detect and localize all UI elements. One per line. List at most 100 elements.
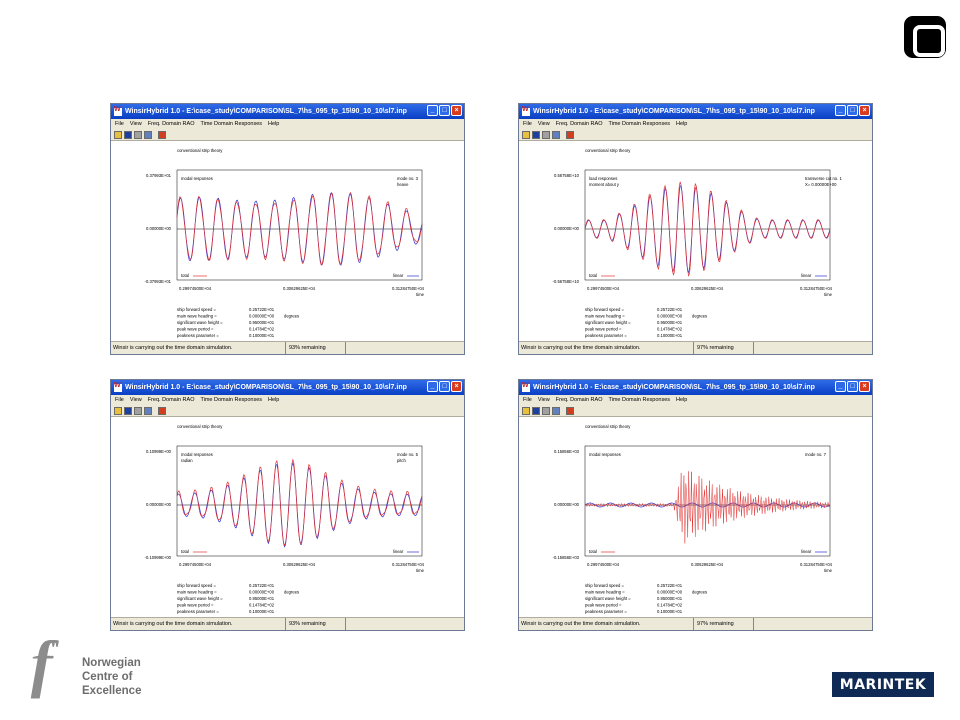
open-icon[interactable] [114, 406, 122, 415]
title-bar[interactable]: WinsirHybrid 1.0 - E:\case_study\COMPARI… [111, 104, 464, 119]
print-icon[interactable] [134, 406, 142, 415]
plot-subheading: moment about y [589, 182, 620, 187]
plot-subheading: radian [181, 458, 193, 463]
param-label-0: ship forward speed = [177, 307, 217, 312]
open-icon[interactable] [114, 130, 122, 139]
mode-label: mode no. 7 [805, 452, 827, 457]
menu-item-1[interactable]: View [537, 397, 550, 403]
series-total [584, 181, 831, 277]
menu-item-0[interactable]: File [523, 121, 532, 127]
toolbar [519, 129, 872, 141]
param-label-1: main wave heading = [177, 590, 217, 595]
mode-label: mode no. 5 [397, 452, 419, 457]
open-icon[interactable] [522, 130, 530, 139]
menu-item-2[interactable]: Freq. Domain RAO [555, 121, 603, 127]
menu-item-1[interactable]: View [129, 121, 142, 127]
x-tick-1: 0.29974500E+04 [587, 562, 620, 567]
menu-item-3[interactable]: Time Domain Responses [608, 397, 671, 403]
app-window-3[interactable]: WinsirHybrid 1.0 - E:\case_study\COMPARI… [110, 379, 465, 631]
print-icon[interactable] [542, 406, 550, 415]
export-icon[interactable] [158, 406, 166, 415]
menu-item-4[interactable]: Help [268, 397, 280, 403]
menu-item-2[interactable]: Freq. Domain RAO [147, 121, 195, 127]
minimize-icon[interactable]: _ [427, 381, 438, 392]
nce-line-1: Norwegian [82, 657, 141, 669]
save-icon[interactable] [532, 130, 540, 139]
param-unit-1: degrees [692, 314, 707, 319]
app-window-4[interactable]: WinsirHybrid 1.0 - E:\case_study\COMPARI… [518, 379, 873, 631]
param-value-4: 0.10000E+01 [657, 609, 683, 614]
menu-item-0[interactable]: File [523, 397, 532, 403]
print-icon[interactable] [542, 130, 550, 139]
menu-item-3[interactable]: Time Domain Responses [608, 121, 671, 127]
app-window-2[interactable]: WinsirHybrid 1.0 - E:\case_study\COMPARI… [518, 103, 873, 355]
legend-linear: linear [393, 549, 404, 554]
menu-item-2[interactable]: Freq. Domain RAO [555, 397, 603, 403]
title-bar[interactable]: WinsirHybrid 1.0 - E:\case_study\COMPARI… [111, 380, 464, 395]
x-tick-1: 0.29974500E+04 [587, 286, 620, 291]
menu-item-4[interactable]: Help [268, 121, 280, 127]
x-tick-1: 0.29974500E+04 [179, 562, 212, 567]
save-icon[interactable] [124, 406, 132, 415]
export-icon[interactable] [566, 406, 574, 415]
plot-theory: conventional strip theory [177, 148, 223, 153]
param-value-3: 0.14784E+02 [657, 603, 683, 608]
status-bar: Winsir is carrying out the time domain s… [519, 617, 872, 630]
x-tick-3: 0.31284750E+04 [392, 562, 425, 567]
menu-item-4[interactable]: Help [676, 121, 688, 127]
maximize-icon[interactable]: □ [439, 105, 450, 116]
menu-item-3[interactable]: Time Domain Responses [200, 121, 263, 127]
series-total [176, 191, 423, 266]
save-icon[interactable] [532, 406, 540, 415]
copy-icon[interactable] [144, 406, 152, 415]
menu-item-0[interactable]: File [115, 121, 124, 127]
menu-item-1[interactable]: View [537, 121, 550, 127]
legend-linear: linear [801, 273, 812, 278]
plot-theory: conventional strip theory [585, 424, 631, 429]
maximize-icon[interactable]: □ [439, 381, 450, 392]
print-icon[interactable] [134, 130, 142, 139]
maximize-icon[interactable]: □ [847, 381, 858, 392]
close-icon[interactable]: × [859, 381, 870, 392]
y-tick-bottom: -0.56758E+10 [553, 279, 580, 284]
title-bar[interactable]: WinsirHybrid 1.0 - E:\case_study\COMPARI… [519, 104, 872, 119]
app-icon [114, 382, 122, 392]
close-icon[interactable]: × [859, 105, 870, 116]
minimize-icon[interactable]: _ [427, 105, 438, 116]
close-icon[interactable]: × [451, 381, 462, 392]
menu-item-4[interactable]: Help [676, 397, 688, 403]
menu-item-1[interactable]: View [129, 397, 142, 403]
maximize-icon[interactable]: □ [847, 105, 858, 116]
y-tick-bottom: -0.15856E+03 [553, 555, 580, 560]
export-icon[interactable] [158, 130, 166, 139]
save-icon[interactable] [124, 130, 132, 139]
minimize-icon[interactable]: _ [835, 105, 846, 116]
x-axis-label: time [416, 568, 425, 573]
minimize-icon[interactable]: _ [835, 381, 846, 392]
param-value-0: 0.25722E+01 [657, 583, 683, 588]
x-tick-2: 0.30629625E+04 [283, 286, 316, 291]
copy-icon[interactable] [552, 130, 560, 139]
param-label-1: main wave heading = [177, 314, 217, 319]
param-value-3: 0.14784E+02 [249, 603, 275, 608]
param-label-3: peak wave period = [177, 603, 214, 608]
close-icon[interactable]: × [451, 105, 462, 116]
legend-total: total [181, 549, 189, 554]
param-label-3: peak wave period = [177, 327, 214, 332]
open-icon[interactable] [522, 406, 530, 415]
title-bar[interactable]: WinsirHybrid 1.0 - E:\case_study\COMPARI… [519, 380, 872, 395]
y-tick-top: 0.56758E+10 [554, 173, 580, 178]
param-value-1: 0.00000E+00 [249, 590, 275, 595]
x-tick-3: 0.31284750E+04 [392, 286, 425, 291]
series-total [584, 471, 831, 544]
menu-item-3[interactable]: Time Domain Responses [200, 397, 263, 403]
app-window-1[interactable]: WinsirHybrid 1.0 - E:\case_study\COMPARI… [110, 103, 465, 355]
copy-icon[interactable] [552, 406, 560, 415]
menu-item-0[interactable]: File [115, 397, 124, 403]
menu-item-2[interactable]: Freq. Domain RAO [147, 397, 195, 403]
param-value-2: 0.95000E+01 [249, 596, 275, 601]
legend-total: total [181, 273, 189, 278]
nce-line-3: Excellence [82, 685, 142, 697]
copy-icon[interactable] [144, 130, 152, 139]
export-icon[interactable] [566, 130, 574, 139]
